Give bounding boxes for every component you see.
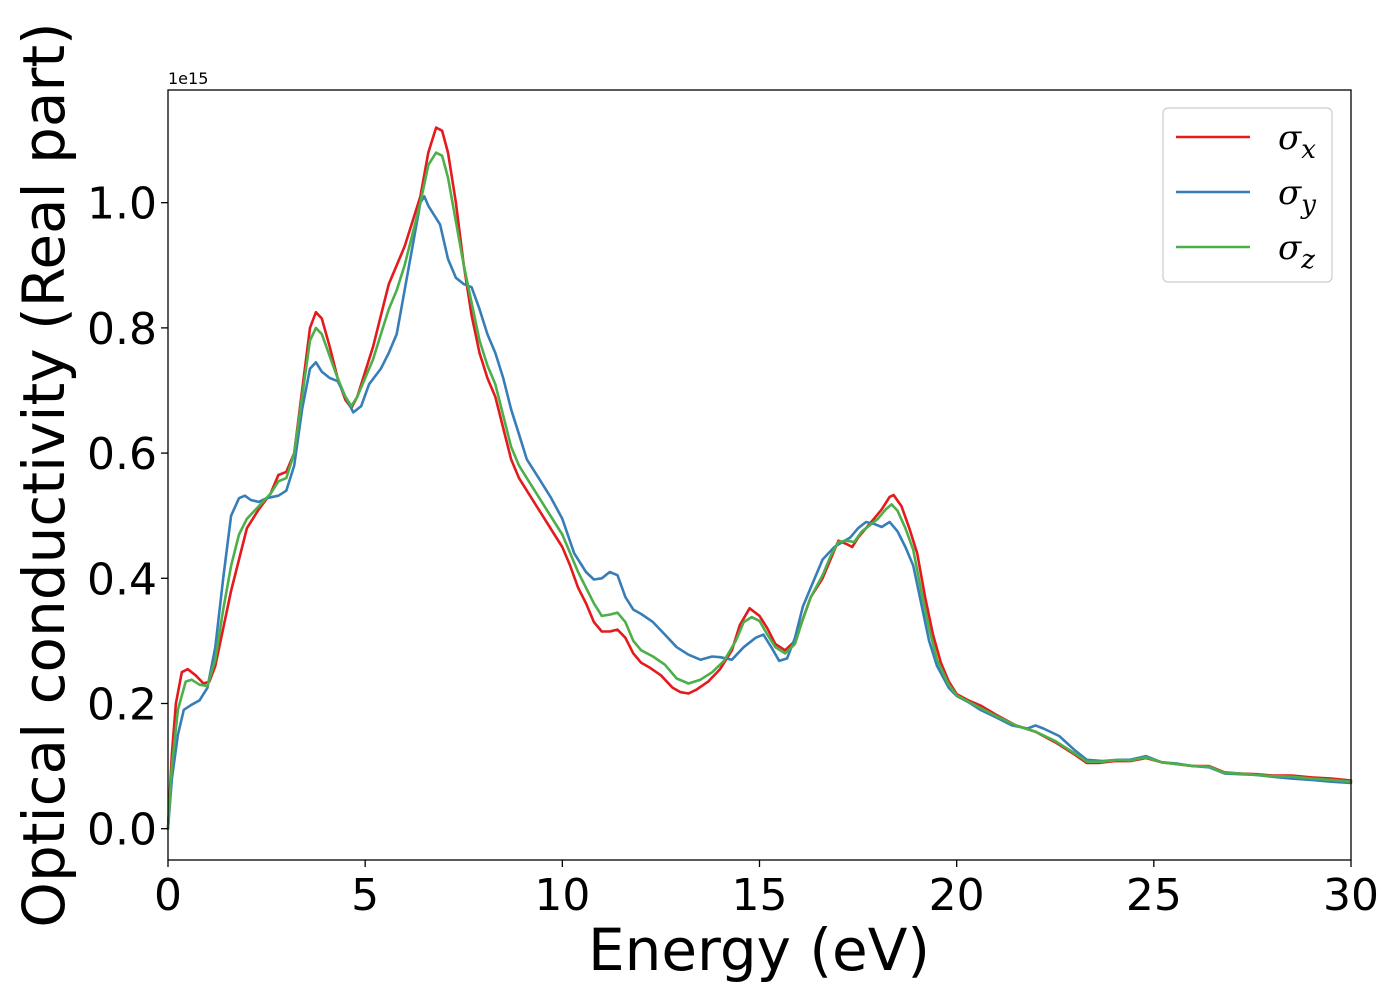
x-tick-label: 30 [1323,870,1379,921]
x-tick-label: 5 [351,870,379,921]
x-axis-label: Energy (eV) [588,916,930,984]
y-tick-label: 0.8 [87,304,157,355]
x-tick-label: 20 [929,870,985,921]
y-tick-label: 0.4 [87,554,157,605]
x-tick-label: 15 [732,870,788,921]
x-tick-label: 10 [534,870,590,921]
y-tick-label: 0.0 [87,805,157,856]
y-tick-label: 0.2 [87,679,157,730]
x-tick-label: 0 [154,870,182,921]
y-axis-label: Optical conductivity (Real part) [10,22,78,927]
legend-label-y: σy [1278,173,1316,220]
legend: σx σy σz [1162,107,1333,283]
legend-label-z: σz [1278,228,1315,275]
legend-label-x: σx [1278,118,1316,165]
y-tick-label: 1.0 [87,179,157,230]
series-line-y [166,195,1353,830]
x-axis: 0 5 10 15 20 25 30 [154,860,1379,921]
y-offset-text: 1e15 [168,69,208,88]
x-tick-label: 25 [1126,870,1182,921]
y-axis: 0.0 0.2 0.4 0.6 0.8 1.0 [87,179,168,856]
series-layer [166,126,1353,830]
series-line-z [166,151,1353,830]
y-tick-label: 0.6 [87,429,157,480]
legend-box [1162,107,1333,283]
